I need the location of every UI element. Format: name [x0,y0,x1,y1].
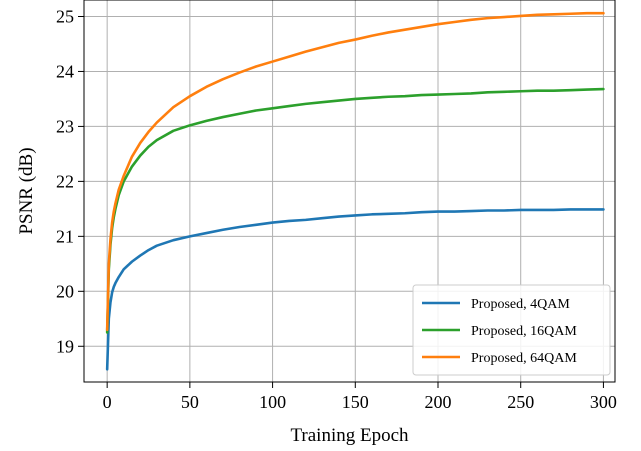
x-tick-label: 100 [259,392,286,412]
legend-label: Proposed, 16QAM [471,324,577,339]
series-lines [105,11,605,371]
x-tick-label: 150 [342,392,369,412]
series-line-proposed-64qam [105,11,605,332]
series-line-proposed-4qam [105,208,605,371]
y-tick-label: 23 [56,116,74,136]
y-tick-label: 22 [56,171,74,191]
legend-box [412,284,611,376]
legend: Proposed, 4QAM Proposed, 16QAM Proposed, 6… [412,284,611,376]
y-tick-label: 24 [56,61,74,81]
x-tick-label: 300 [590,392,617,412]
x-axis-title: Training Epoch [290,425,409,446]
plot-frame [83,0,616,383]
y-tick-label: 19 [56,336,74,356]
axis-ticks: 0 50 100 150 200 250 300 19 20 21 22 23 24 25 [56,6,617,412]
y-axis-title: PSNR (dB) [16,147,37,234]
x-tick-label: 50 [181,392,199,412]
x-tick-label: 0 [103,392,112,412]
y-tick-label: 25 [56,6,74,26]
legend-label: Proposed, 4QAM [471,297,570,312]
y-tick-label: 20 [56,281,74,301]
y-tick-label: 21 [56,226,74,246]
series-line-proposed-16qam [105,87,605,334]
x-tick-label: 250 [507,392,534,412]
x-tick-label: 200 [425,392,452,412]
legend-label: Proposed, 64QAM [471,351,577,366]
